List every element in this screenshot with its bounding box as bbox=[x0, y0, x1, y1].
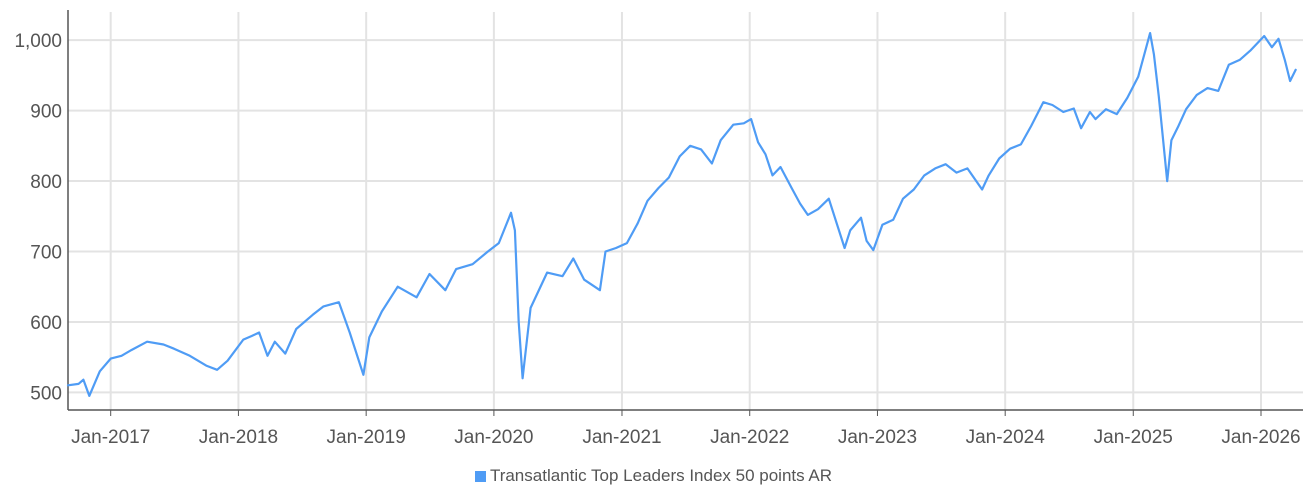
x-tick-label: Jan-2022 bbox=[710, 427, 789, 448]
y-tick-label: 900 bbox=[30, 102, 62, 123]
x-tick-label: Jan-2026 bbox=[1221, 427, 1300, 448]
y-tick-label: 1,000 bbox=[14, 31, 62, 52]
x-tick-label: Jan-2019 bbox=[327, 427, 406, 448]
x-tick-label: Jan-2021 bbox=[582, 427, 661, 448]
legend-label: Transatlantic Top Leaders Index 50 point… bbox=[489, 466, 833, 485]
chart-svg: 500 600 700 800 900 1,000 Jan-2017 Jan-2018 Jan-… bbox=[14, 10, 1303, 448]
y-tick-label: 700 bbox=[30, 243, 62, 264]
legend: Transatlantic Top Leaders Index 50 point… bbox=[0, 466, 1307, 486]
axes bbox=[67, 10, 1303, 416]
gridlines bbox=[68, 12, 1303, 410]
y-tick-label: 600 bbox=[30, 313, 62, 334]
x-tick-label: Jan-2024 bbox=[966, 427, 1046, 448]
series-line bbox=[66, 31, 1297, 397]
x-tick-label: Jan-2018 bbox=[199, 427, 278, 448]
y-tick-label: 800 bbox=[30, 172, 62, 193]
x-tick-label: Jan-2025 bbox=[1094, 427, 1173, 448]
x-tick-label: Jan-2023 bbox=[838, 427, 917, 448]
tick-labels: 500 600 700 800 900 1,000 Jan-2017 Jan-2018 Jan-… bbox=[14, 31, 1300, 448]
series-lines bbox=[66, 31, 1297, 397]
x-tick-label: Jan-2017 bbox=[71, 427, 150, 448]
legend-swatch bbox=[474, 470, 486, 482]
x-tick-label: Jan-2020 bbox=[454, 427, 533, 448]
y-tick-label: 500 bbox=[30, 383, 62, 404]
